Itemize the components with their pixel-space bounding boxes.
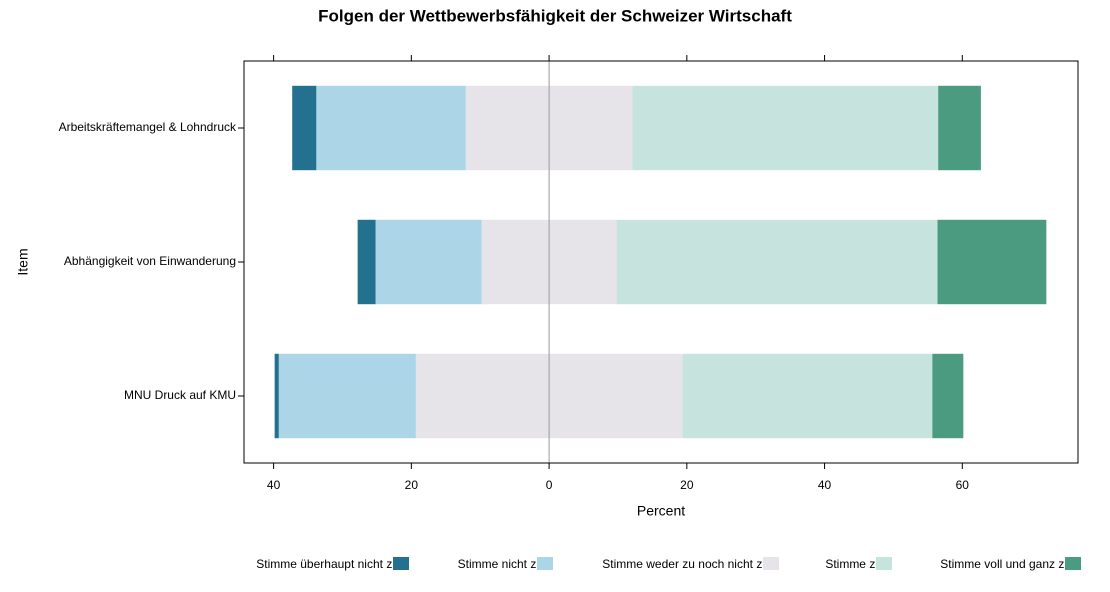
x-tick-label: 20 bbox=[680, 478, 694, 492]
legend-label: Stimme voll und ganz zu bbox=[940, 557, 1071, 571]
x-tick-label: 40 bbox=[818, 478, 832, 492]
bar-segment bbox=[932, 353, 964, 439]
bar-segment bbox=[616, 219, 938, 305]
chart-title: Folgen der Wettbewerbsfähigkeit der Schw… bbox=[318, 6, 792, 25]
legend-label: Stimme weder zu noch nicht zu bbox=[602, 557, 769, 571]
plot-frame bbox=[243, 60, 1079, 464]
y-axis-label: Item bbox=[15, 248, 31, 275]
x-tick-label: 40 bbox=[267, 478, 281, 492]
bar-segment bbox=[938, 85, 981, 171]
x-tick-label: 60 bbox=[956, 478, 970, 492]
bar-segment bbox=[375, 219, 482, 305]
x-tick-label: 20 bbox=[405, 478, 419, 492]
y-tick-label: MNU Druck auf KMU bbox=[124, 388, 236, 402]
bar-segment bbox=[682, 353, 933, 439]
legend-swatch bbox=[537, 557, 553, 570]
x-tick-label: 0 bbox=[546, 478, 553, 492]
bar-segment bbox=[357, 219, 376, 305]
legend-swatch bbox=[1065, 557, 1081, 570]
x-axis-label: Percent bbox=[637, 503, 685, 519]
legend-label: Stimme überhaupt nicht zu bbox=[256, 557, 399, 571]
y-tick-label: Abhängigkeit von Einwanderung bbox=[64, 254, 236, 268]
bar-segment bbox=[937, 219, 1047, 305]
legend-label: Stimme zu bbox=[825, 557, 882, 571]
bar-segment bbox=[316, 85, 466, 171]
bar-segment bbox=[632, 85, 939, 171]
legend-label: Stimme nicht zu bbox=[458, 557, 543, 571]
legend-swatch bbox=[876, 557, 892, 570]
legend-swatch bbox=[393, 557, 409, 570]
y-tick-label: Arbeitskräftemangel & Lohndruck bbox=[59, 120, 237, 134]
legend-swatch bbox=[763, 557, 779, 570]
bar-segment bbox=[278, 353, 416, 439]
bar-segment bbox=[292, 85, 317, 171]
bar-segment bbox=[274, 353, 279, 439]
